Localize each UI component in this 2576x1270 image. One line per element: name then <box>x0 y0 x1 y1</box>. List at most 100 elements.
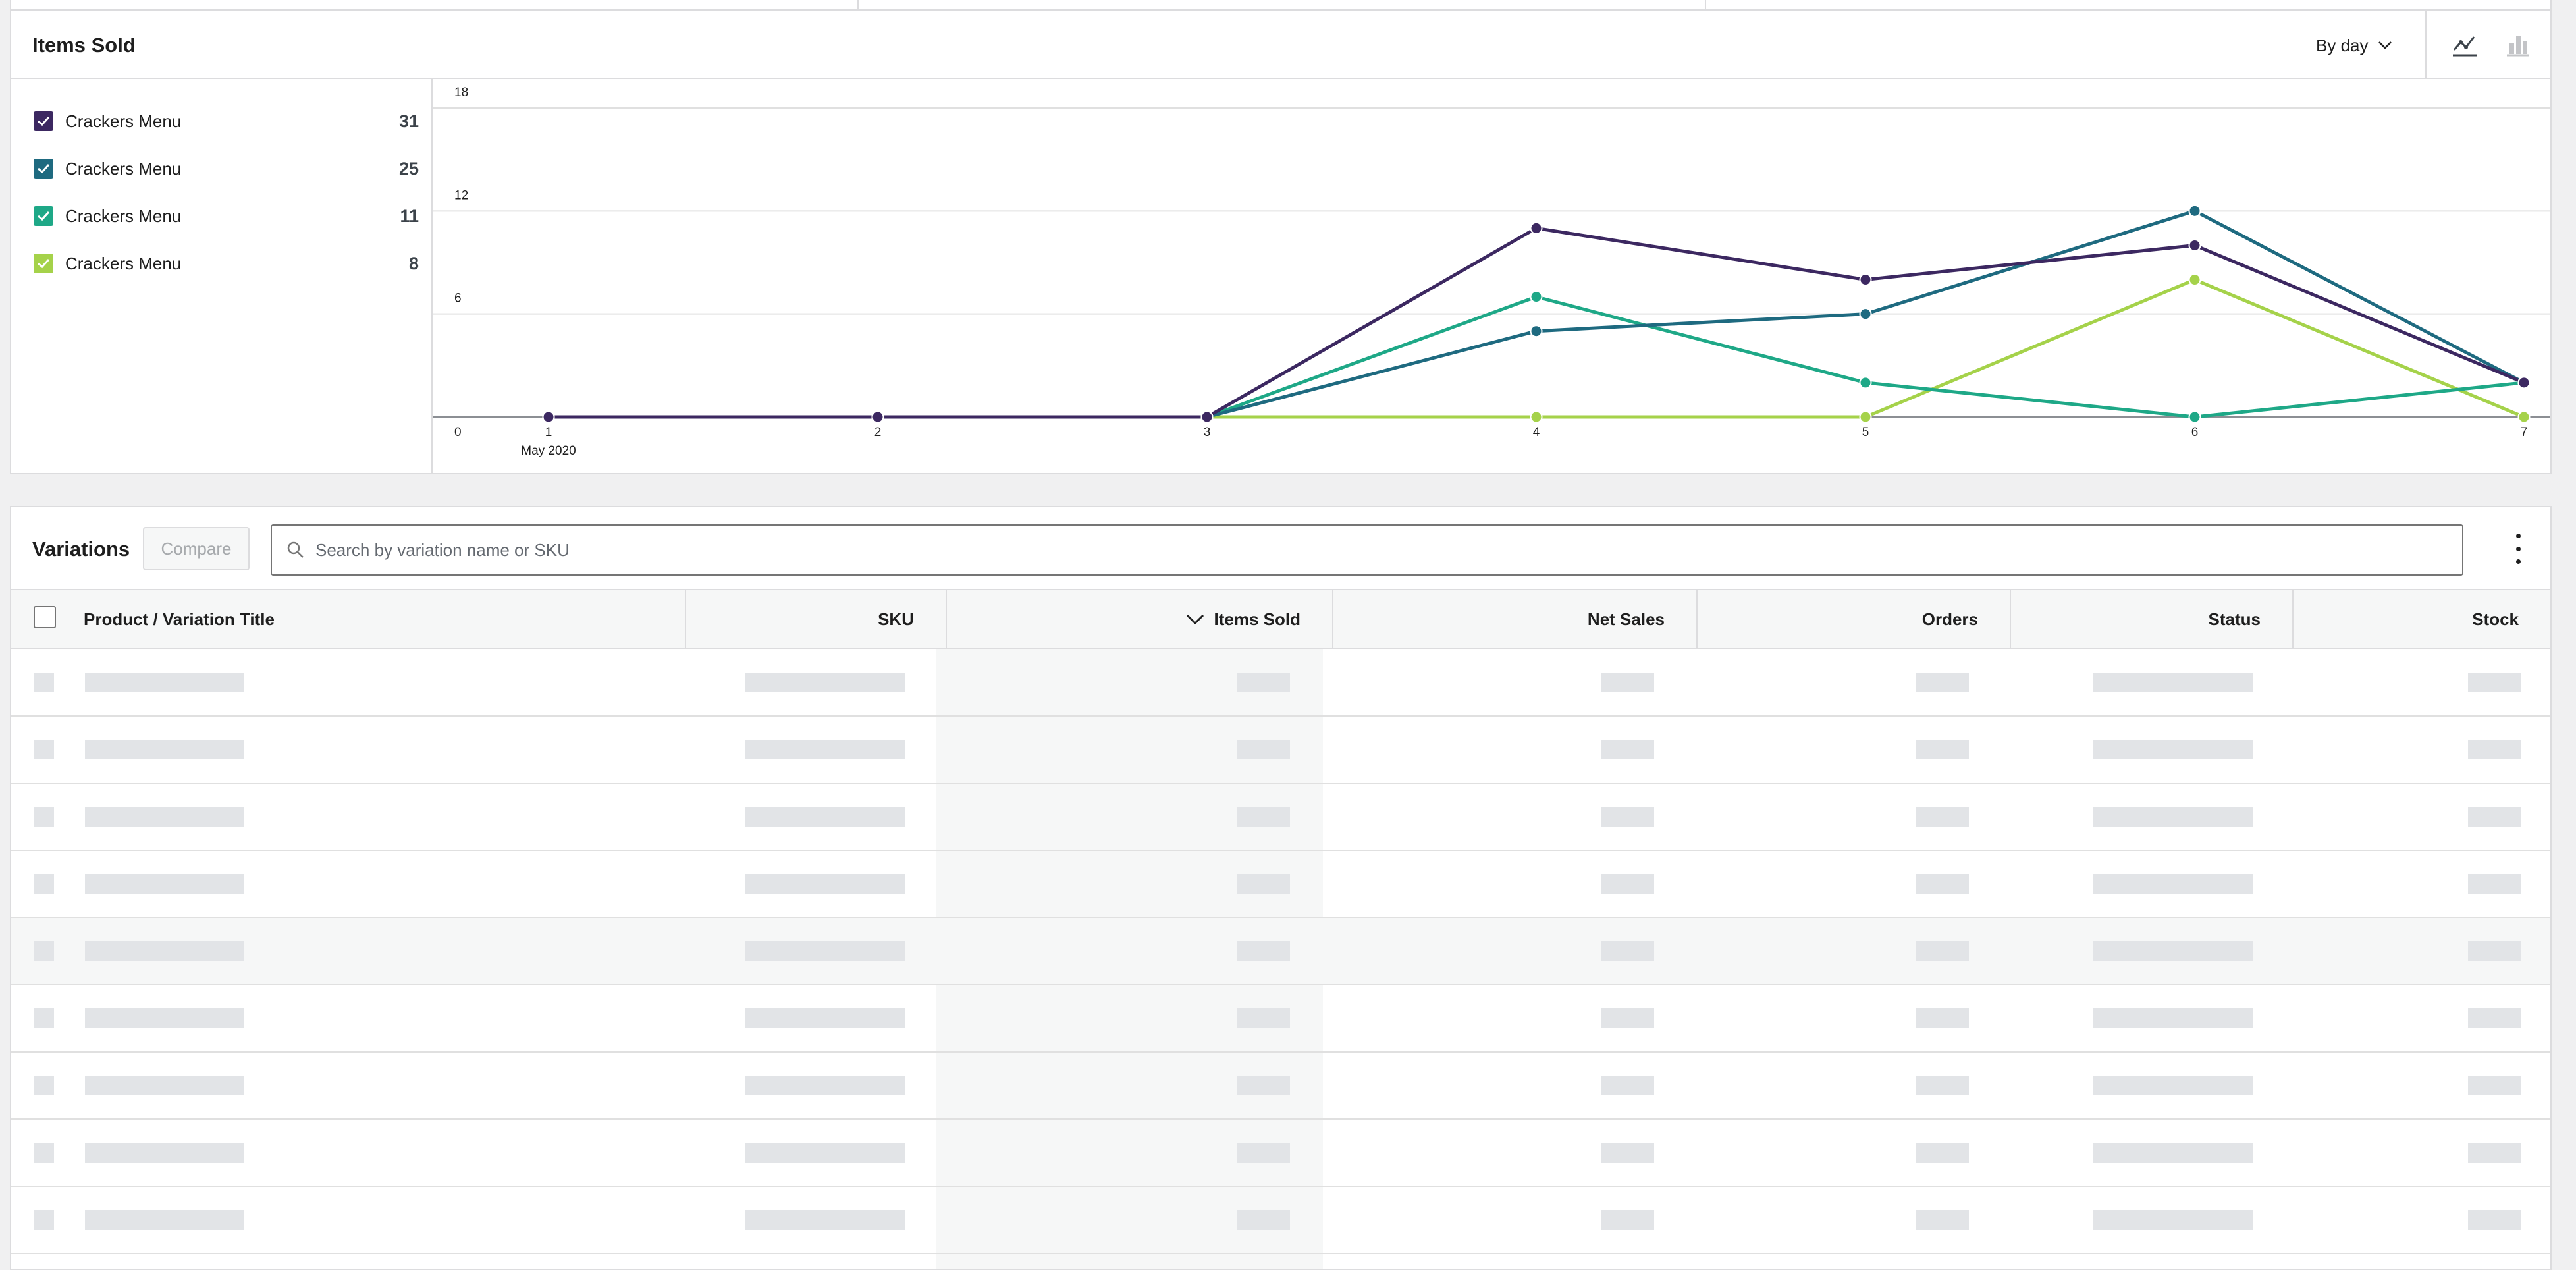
x-tick-label: 6 <box>2191 426 2199 439</box>
legend-item[interactable]: Crackers Menu 11 <box>34 202 419 231</box>
table-row[interactable] <box>11 1053 2550 1120</box>
cell-loading-placeholder <box>85 874 244 894</box>
data-point <box>1200 410 1214 424</box>
cell-loading-placeholder <box>1916 807 1969 827</box>
column-header-items-sold[interactable]: Items Sold <box>947 590 1333 648</box>
legend-item[interactable]: Crackers Menu 8 <box>34 249 419 278</box>
legend-value: 11 <box>400 206 419 226</box>
line-chart-button[interactable] <box>2438 25 2491 65</box>
search-box[interactable] <box>271 524 2463 576</box>
panel-divider <box>857 0 859 9</box>
table-row[interactable] <box>11 784 2550 851</box>
interval-select[interactable]: By day <box>2316 31 2392 60</box>
cell-loading-placeholder <box>2468 673 2521 692</box>
legend-label: Crackers Menu <box>65 206 182 226</box>
table-row[interactable] <box>11 851 2550 918</box>
table-row[interactable] <box>11 985 2550 1053</box>
cell-loading-placeholder <box>2093 941 2253 961</box>
line-chart-area: 0 6 12 18 1 2 3 4 5 6 7 May 2020 <box>433 79 2550 473</box>
cell-loading-placeholder <box>1237 874 1290 894</box>
select-all-checkbox[interactable] <box>34 606 56 628</box>
cell-loading-placeholder <box>745 1143 905 1163</box>
cell-loading-placeholder <box>2093 740 2253 759</box>
chart-legend: Crackers Menu 31 Crackers Menu 25 Cracke… <box>11 79 433 473</box>
bar-chart-button[interactable] <box>2491 25 2544 65</box>
table-row[interactable] <box>11 717 2550 784</box>
x-tick-label: 1 <box>545 426 552 439</box>
column-header-title[interactable]: Product / Variation Title <box>84 590 686 648</box>
chart-header: Items Sold By day <box>11 11 2550 79</box>
cell-loading-placeholder <box>2468 1008 2521 1028</box>
legend-item[interactable]: Crackers Menu 31 <box>34 107 419 136</box>
table-row[interactable] <box>11 1120 2550 1187</box>
column-header-orders[interactable]: Orders <box>1698 590 2011 648</box>
y-tick-label: 12 <box>454 188 468 202</box>
cell-loading-placeholder <box>1601 807 1654 827</box>
x-tick-label: 5 <box>1862 426 1869 439</box>
cell-loading-placeholder <box>1916 1210 1969 1230</box>
row-checkbox-placeholder <box>34 673 54 692</box>
column-header-net-sales[interactable]: Net Sales <box>1333 590 1698 648</box>
cell-loading-placeholder <box>2093 673 2253 692</box>
cell-loading-placeholder <box>2468 874 2521 894</box>
row-checkbox-placeholder <box>34 874 54 894</box>
cell-loading-placeholder <box>1916 874 1969 894</box>
data-point <box>2188 273 2201 287</box>
cell-loading-placeholder <box>85 807 244 827</box>
data-point <box>1859 410 1872 424</box>
cell-loading-placeholder <box>2093 1008 2253 1028</box>
table-row[interactable] <box>11 649 2550 717</box>
cell-loading-placeholder <box>1601 1008 1654 1028</box>
bar-chart-icon <box>2507 35 2529 56</box>
table-header: Product / Variation Title SKU Items Sold… <box>11 590 2550 649</box>
table-row[interactable] <box>11 918 2550 985</box>
compare-button[interactable]: Compare <box>143 527 250 570</box>
checkbox-checked-icon[interactable] <box>34 111 53 131</box>
cell-loading-placeholder <box>2093 807 2253 827</box>
column-header-status[interactable]: Status <box>2011 590 2294 648</box>
column-header-stock[interactable]: Stock <box>2472 609 2519 629</box>
data-point <box>1530 290 1543 304</box>
cell-loading-placeholder <box>1916 673 1969 692</box>
x-tick-label: 3 <box>1204 426 1211 439</box>
row-checkbox-placeholder <box>34 1143 54 1163</box>
cell-loading-placeholder <box>745 673 905 692</box>
cell-loading-placeholder <box>745 874 905 894</box>
cell-loading-placeholder <box>2468 1210 2521 1230</box>
series-line <box>549 295 2525 419</box>
chevron-down-icon <box>1186 614 1204 625</box>
cell-loading-placeholder <box>2093 1076 2253 1095</box>
cell-loading-placeholder <box>85 740 244 759</box>
data-point <box>1859 273 1872 287</box>
checkbox-checked-icon[interactable] <box>34 206 53 226</box>
cell-loading-placeholder <box>1601 1143 1654 1163</box>
cell-loading-placeholder <box>2468 740 2521 759</box>
cell-loading-placeholder <box>1601 874 1654 894</box>
more-vertical-icon[interactable] <box>2508 534 2528 564</box>
legend-value: 25 <box>398 158 419 179</box>
cell-loading-placeholder <box>1601 740 1654 759</box>
cell-loading-placeholder <box>1237 941 1290 961</box>
legend-item[interactable]: Crackers Menu 25 <box>34 154 419 183</box>
data-point <box>1859 308 1872 321</box>
table-row[interactable] <box>11 1187 2550 1254</box>
checkbox-checked-icon[interactable] <box>34 254 53 273</box>
checkbox-checked-icon[interactable] <box>34 159 53 179</box>
cell-loading-placeholder <box>1237 1210 1290 1230</box>
cell-loading-placeholder <box>85 1076 244 1095</box>
cell-loading-placeholder <box>1601 673 1654 692</box>
legend-label: Crackers Menu <box>65 253 182 273</box>
search-input[interactable] <box>314 539 2424 561</box>
x-tick-label: 4 <box>1533 426 1540 439</box>
cell-loading-placeholder <box>1916 1143 1969 1163</box>
table-toolbar: Variations Compare <box>11 507 2550 590</box>
cell-loading-placeholder <box>1916 740 1969 759</box>
x-axis-month-label: May 2020 <box>521 444 576 458</box>
y-tick-label: 18 <box>454 86 468 99</box>
x-tick-label: 2 <box>874 426 882 439</box>
data-point <box>2517 376 2531 389</box>
cell-loading-placeholder <box>2093 1143 2253 1163</box>
cell-loading-placeholder <box>1237 1008 1290 1028</box>
row-checkbox-placeholder <box>34 1076 54 1095</box>
column-header-sku[interactable]: SKU <box>686 590 947 648</box>
